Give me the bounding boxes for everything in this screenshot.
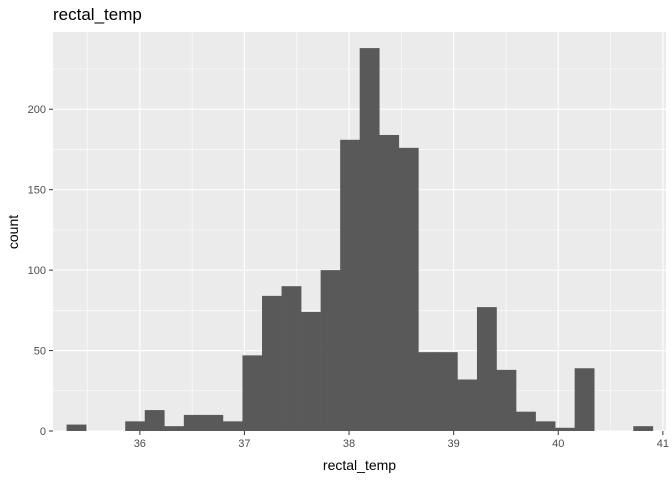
x-tick-label: 36 [134, 438, 146, 450]
histogram-bar [301, 311, 321, 431]
histogram-bar [125, 421, 146, 431]
histogram-bar [222, 421, 243, 431]
histogram-bar [574, 368, 595, 431]
x-axis-title: rectal_temp [323, 457, 396, 473]
histogram-bar [633, 426, 654, 431]
histogram-bar [398, 147, 419, 431]
x-tick-label: 38 [343, 438, 355, 450]
histogram-bar [535, 421, 556, 431]
histogram-bar [144, 410, 165, 431]
histogram-bar [340, 139, 361, 431]
histogram-bar [359, 48, 380, 431]
histogram-bars [66, 48, 654, 431]
histogram-bar [418, 352, 439, 431]
histogram-bar [66, 424, 87, 431]
histogram-bar [320, 270, 341, 431]
y-axis-title: count [5, 215, 21, 249]
x-tick-label: 39 [448, 438, 460, 450]
x-tick-label: 40 [552, 438, 564, 450]
x-tick-label: 41 [657, 438, 669, 450]
histogram-bar [164, 426, 185, 431]
y-tick-label: 200 [28, 104, 46, 116]
chart-title: rectal_temp [53, 5, 142, 24]
axis-ticks [49, 108, 664, 435]
y-tick-label: 100 [28, 265, 46, 277]
histogram-bar [516, 411, 536, 431]
histogram-bar [457, 379, 478, 431]
histogram-bar [476, 307, 497, 431]
histogram-bar [262, 295, 282, 431]
histogram-bar [183, 414, 204, 431]
x-tick-label: 37 [238, 438, 250, 450]
histogram-bar [437, 352, 458, 431]
histogram-bar [555, 427, 575, 431]
histogram-bar [242, 355, 263, 431]
histogram-bar [496, 369, 517, 431]
y-tick-label: 50 [34, 346, 46, 358]
y-tick-label: 150 [28, 185, 46, 197]
x-tick-labels: 36 37 38 39 40 41 [134, 438, 669, 450]
histogram-bar [203, 414, 224, 431]
histogram-bar [281, 286, 302, 431]
y-tick-labels: 0 50 100 150 200 [28, 104, 46, 438]
y-tick-label: 0 [40, 426, 46, 438]
histogram-bar [379, 134, 400, 431]
